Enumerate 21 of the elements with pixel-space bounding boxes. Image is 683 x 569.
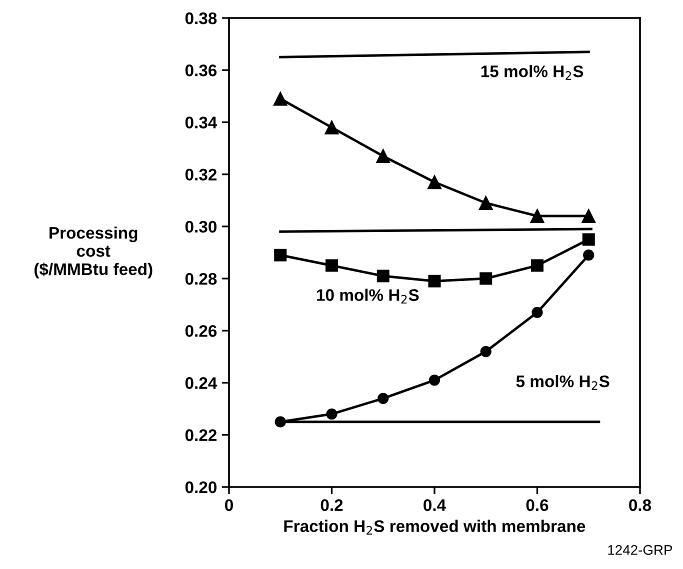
annotation: 5 mol% H$_{2}$S bbox=[516, 375, 610, 390]
annotation: 15 mol% H$_{2}$S bbox=[481, 65, 584, 80]
y-tick-label: 0.28 bbox=[185, 272, 217, 285]
y-axis-title: Processing cost ($/MMBtu feed) bbox=[34, 226, 152, 278]
y-tick-label: 0.32 bbox=[185, 168, 217, 181]
y-tick-label: 0.26 bbox=[185, 325, 217, 337]
x-tick-label: 0.2 bbox=[320, 499, 343, 512]
y-tick-label: 0.34 bbox=[185, 116, 218, 128]
x-tick-label: 0 bbox=[225, 499, 233, 512]
annotation: 10 mol% H$_{2}$S bbox=[317, 288, 419, 304]
y-tick-label: 0.20 bbox=[185, 481, 217, 494]
y-tick-label: 0.22 bbox=[185, 429, 217, 442]
x-tick-label: 0.6 bbox=[526, 499, 548, 512]
text: 1242-GRP bbox=[608, 545, 672, 555]
x-tick-label: 0.8 bbox=[629, 499, 652, 512]
x-axis-title: Fraction H$_{2}$S removed with membrane bbox=[284, 520, 586, 535]
y-tick-label: 0.24 bbox=[185, 377, 218, 389]
y-tick-label: 0.36 bbox=[185, 64, 217, 76]
y-tick-label: 0.30 bbox=[185, 220, 217, 233]
y-tick-label: 0.38 bbox=[185, 12, 217, 24]
x-tick-label: 0.4 bbox=[424, 499, 446, 512]
